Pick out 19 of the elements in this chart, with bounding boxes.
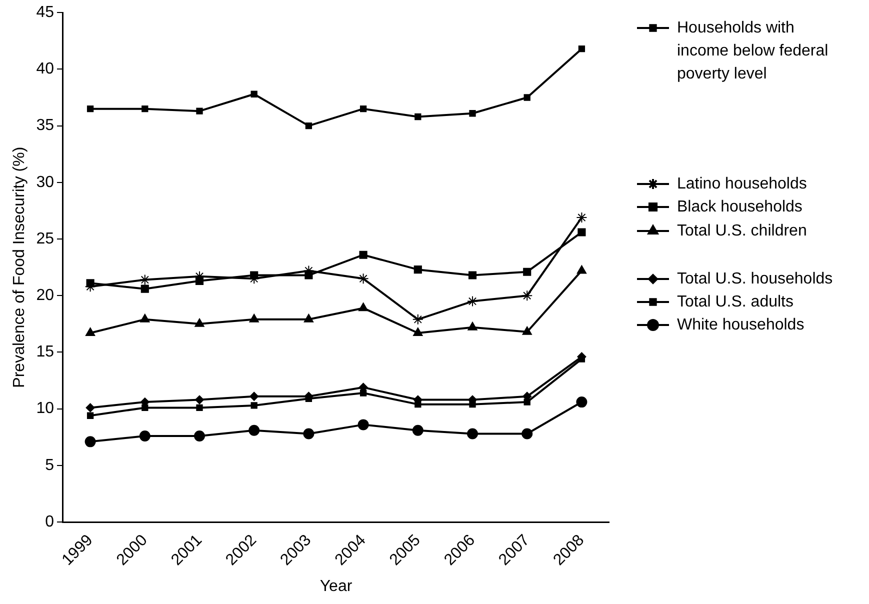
legend-label: Black households <box>677 198 802 216</box>
y-axis-title: Prevalence of Food Insecurity (%) <box>11 146 28 388</box>
legend-label: Total U.S. children <box>677 222 807 240</box>
y-tick-label: 35 <box>36 117 54 134</box>
y-tick-label: 5 <box>45 456 54 474</box>
legend-label: Latino households <box>677 175 807 192</box>
y-tick-label: 30 <box>36 174 54 191</box>
y-tick-label: 10 <box>36 400 54 418</box>
y-tick-label: 45 <box>36 4 54 22</box>
y-tick-label: 15 <box>36 344 54 361</box>
legend-label: White households <box>677 316 804 334</box>
legend-label: Total U.S. adults <box>677 293 794 310</box>
legend-label: Households with income below federal poverty level <box>677 19 828 82</box>
y-tick-label: 20 <box>36 287 54 304</box>
y-tick-label: 40 <box>36 60 54 78</box>
x-axis-title: Year <box>320 578 353 595</box>
y-tick-label: 0 <box>45 513 54 530</box>
y-tick-label: 25 <box>36 230 54 248</box>
legend-label: Total U.S. households <box>677 270 833 288</box>
